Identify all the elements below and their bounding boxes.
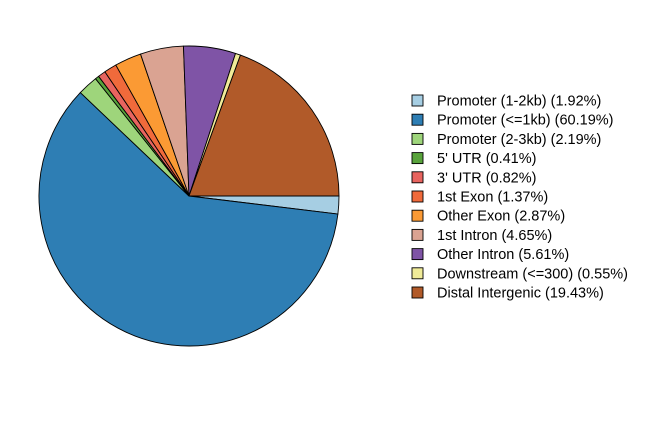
pie-slice-promoter-1kb [38,92,339,347]
legend-swatch [411,209,424,222]
legend-item-other-exon: Other Exon (2.87%) [411,209,565,225]
legend-swatch [411,94,424,107]
legend-item-distal-intergenic: Distal Intergenic (19.43%) [411,286,604,302]
legend: Promoter (1-2kb) (1.92%) Promoter (<=1kb)… [411,94,628,302]
legend-item-promoter-1kb: Promoter (<=1kb) (60.19%) [411,113,614,129]
legend-label: 1st Exon (1.37%) [437,190,548,206]
legend-swatch [411,248,424,261]
legend-label: 5' UTR (0.41%) [437,151,536,167]
legend-swatch [411,152,424,165]
legend-item-3-utr: 3' UTR (0.82%) [411,170,536,186]
legend-item-promoter-2-3kb: Promoter (2-3kb) (2.19%) [411,132,601,148]
legend-item-promoter-1-2kb: Promoter (1-2kb) (1.92%) [411,94,601,110]
legend-item-other-intron: Other Intron (5.61%) [411,247,569,263]
legend-label: Promoter (<=1kb) (60.19%) [437,113,614,129]
legend-label: Downstream (<=300) (0.55%) [437,266,628,282]
legend-label: Other Exon (2.87%) [437,209,565,225]
legend-swatch [411,228,424,241]
legend-swatch [411,113,424,126]
legend-label: Distal Intergenic (19.43%) [437,286,604,302]
legend-label: Promoter (1-2kb) (1.92%) [437,94,601,110]
pie-slices [38,45,340,347]
legend-swatch [411,286,424,299]
legend-label: Other Intron (5.61%) [437,247,569,263]
legend-item-1st-exon: 1st Exon (1.37%) [411,190,548,206]
legend-swatch [411,267,424,280]
legend-item-downstream-300: Downstream (<=300) (0.55%) [411,266,628,282]
legend-swatch [411,190,424,203]
legend-item-5-utr: 5' UTR (0.41%) [411,151,536,167]
legend-label: Promoter (2-3kb) (2.19%) [437,132,601,148]
legend-label: 1st Intron (4.65%) [437,228,552,244]
pie-slice-distal-intergenic [188,54,340,197]
legend-item-1st-intron: 1st Intron (4.65%) [411,228,552,244]
legend-swatch [411,171,424,184]
legend-swatch [411,132,424,145]
legend-label: 3' UTR (0.82%) [437,170,536,186]
